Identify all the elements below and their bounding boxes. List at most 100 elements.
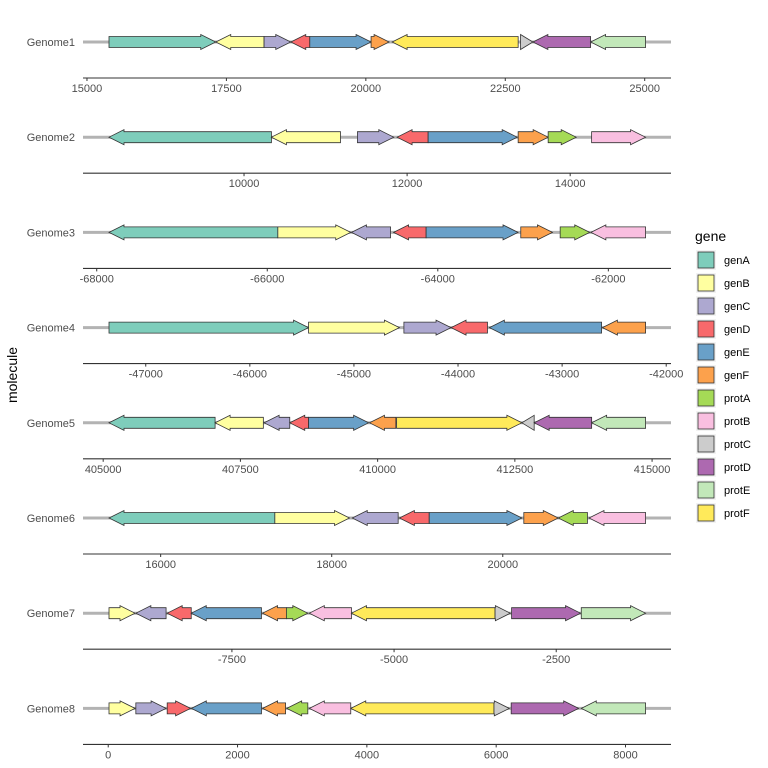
gene-arrow-genD xyxy=(289,33,311,51)
gene-arrow-protE xyxy=(580,700,646,717)
gene-arrow-genF xyxy=(517,129,550,146)
x-tick-label: 410000 xyxy=(359,464,396,476)
gene-arrow-genD xyxy=(450,319,488,336)
legend-swatch-protA xyxy=(697,389,715,407)
x-tick-label: 412500 xyxy=(496,464,533,476)
gene-arrow-protA xyxy=(559,224,591,241)
gene-arrow-genA xyxy=(108,414,216,431)
gene-arrow-genF xyxy=(261,605,287,622)
gene-arrow-genE xyxy=(309,33,372,51)
gene-arrow-genC xyxy=(135,700,167,717)
gene-arrow-genF xyxy=(520,224,554,241)
gene-arrow-genB xyxy=(108,700,136,717)
molecule-label: Genome1 xyxy=(27,37,75,49)
gene-arrow-protA xyxy=(285,605,309,622)
gene-arrow-genC xyxy=(263,33,292,51)
gene-arrow-genE xyxy=(428,509,523,527)
legend-label-genA: genA xyxy=(724,255,750,267)
x-tick-label: -44000 xyxy=(441,369,475,381)
legend-label-protC: protC xyxy=(724,439,751,451)
x-tick-label: 405000 xyxy=(85,464,122,476)
gene-arrow-genE xyxy=(190,700,262,717)
x-tick-label: 17500 xyxy=(211,83,242,95)
gene-arrow-protA xyxy=(557,509,588,527)
gene-arrow-protB xyxy=(308,700,352,717)
gene-arrow-genF xyxy=(601,319,646,336)
gene-arrow-genC xyxy=(350,224,391,241)
gene-arrow-genA xyxy=(108,509,276,527)
gene-arrow-genC xyxy=(403,319,452,336)
legend-swatch-genB xyxy=(697,274,715,292)
facet-Genome3: Genome3 -68000 -66000 -64000 -62000 xyxy=(27,224,671,285)
x-tick-label: 12000 xyxy=(392,178,423,190)
gene-arrow-genC xyxy=(263,414,291,431)
x-tick-label: 0 xyxy=(105,749,111,761)
x-tick-label: -7500 xyxy=(218,654,246,666)
gene-arrow-genD xyxy=(398,509,430,527)
legend-label-protE: protE xyxy=(724,485,750,497)
legend-label-protB: protB xyxy=(724,416,750,428)
legend-swatch-protD xyxy=(697,458,715,476)
legend-label-genB: genB xyxy=(724,278,750,290)
gene-arrow-protA xyxy=(547,129,578,146)
x-tick-label: 6000 xyxy=(484,749,508,761)
facet-Genome8: Genome8 0 2000 4000 6000 8000 xyxy=(27,700,671,761)
gene-arrow-protD xyxy=(533,414,593,431)
gene-arrow-genD xyxy=(392,224,427,241)
x-tick-label: -47000 xyxy=(129,369,163,381)
gene-arrow-genF xyxy=(523,509,560,527)
legend-label-genE: genE xyxy=(724,347,750,359)
gene-arrow-protC xyxy=(520,33,534,51)
gene-arrow-protA xyxy=(285,700,309,717)
gene-arrow-genC xyxy=(134,605,167,622)
facet-Genome7: Genome7 -7500 -5000 -2500 xyxy=(27,605,671,666)
x-tick-label: 10000 xyxy=(229,178,260,190)
gene-arrow-genE xyxy=(425,224,519,241)
legend-swatch-protB xyxy=(697,412,715,430)
legend-swatch-genE xyxy=(697,343,715,361)
x-tick-label: -66000 xyxy=(250,273,284,285)
gene-arrow-genF xyxy=(261,700,286,717)
x-tick-label: 407500 xyxy=(222,464,259,476)
gene-arrow-protD xyxy=(511,605,582,622)
y-axis-title: molecule xyxy=(4,347,20,403)
gene-arrow-genC xyxy=(357,129,395,146)
x-tick-label: 20000 xyxy=(487,559,518,571)
x-tick-label: 20000 xyxy=(351,83,382,95)
facet-Genome5: Genome5 405000 407500 410000 412500 415000 xyxy=(27,414,671,476)
x-tick-label: -46000 xyxy=(233,369,267,381)
legend-label-genC: genC xyxy=(724,301,750,313)
gene-arrow-protF xyxy=(350,605,496,622)
x-tick-label: 2000 xyxy=(225,749,249,761)
gene-arrow-genB xyxy=(277,224,352,241)
x-tick-label: -2500 xyxy=(542,654,570,666)
gene-arrow-genE xyxy=(427,129,519,146)
gene-arrow-genF xyxy=(370,33,390,51)
gene-arrow-genE xyxy=(190,605,262,622)
gene-arrow-genB xyxy=(274,509,351,527)
legend-label-protD: protD xyxy=(724,462,751,474)
gene-arrow-protF xyxy=(391,33,519,51)
gene-arrow-genA xyxy=(108,33,217,51)
x-tick-label: 22500 xyxy=(490,83,521,95)
molecule-label: Genome7 xyxy=(27,608,75,620)
gene-arrow-genB xyxy=(214,414,264,431)
facet-Genome1: Genome1 15000 17500 20000 22500 25000 xyxy=(27,33,671,95)
gene-arrow-protB xyxy=(589,224,646,241)
gene-arrow-genD xyxy=(166,700,192,717)
legend-title: gene xyxy=(695,228,726,244)
gene-arrow-genA xyxy=(108,129,272,146)
gene-arrow-protD xyxy=(510,700,580,717)
gene-arrow-genA xyxy=(108,319,310,336)
x-tick-label: 16000 xyxy=(145,559,176,571)
legend-swatch-genF xyxy=(697,366,715,384)
gene-arrow-protB xyxy=(591,129,647,146)
legend-label-protA: protA xyxy=(724,393,751,405)
gene-arrow-protD xyxy=(531,33,592,51)
molecule-label: Genome2 xyxy=(27,132,75,144)
molecule-label: Genome6 xyxy=(27,513,75,525)
legend-label-genD: genD xyxy=(724,324,750,336)
gene-arrow-genF xyxy=(368,414,397,431)
legend-swatch-genA xyxy=(697,251,715,269)
